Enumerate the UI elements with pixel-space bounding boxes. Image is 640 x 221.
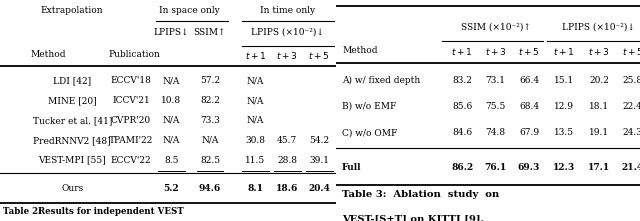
Text: $t+5$: $t+5$: [518, 46, 540, 57]
Text: 57.2: 57.2: [200, 76, 220, 85]
Text: 73.3: 73.3: [200, 116, 220, 125]
Text: N/A: N/A: [246, 96, 264, 105]
Text: 45.7: 45.7: [277, 136, 298, 145]
Text: 24.3: 24.3: [623, 128, 640, 137]
Text: 30.8: 30.8: [245, 136, 266, 145]
Text: Table 2:: Table 2:: [3, 207, 42, 216]
Text: 66.4: 66.4: [519, 76, 539, 84]
Text: N/A: N/A: [163, 116, 180, 125]
Text: 21.4: 21.4: [621, 164, 640, 172]
Text: $t+1$: $t+1$: [553, 46, 575, 57]
Text: 28.8: 28.8: [277, 156, 297, 165]
Text: SSIM (×10⁻²)↑: SSIM (×10⁻²)↑: [461, 22, 531, 31]
Text: 17.1: 17.1: [588, 164, 610, 172]
Text: 25.8: 25.8: [622, 76, 640, 84]
Text: $t+5$: $t+5$: [621, 46, 640, 57]
Text: Ours: Ours: [61, 185, 83, 193]
Text: B) w/o EMF: B) w/o EMF: [342, 102, 396, 110]
Text: 74.8: 74.8: [486, 128, 506, 137]
Text: In time only: In time only: [260, 6, 315, 15]
Text: 69.3: 69.3: [518, 164, 540, 172]
Text: 84.6: 84.6: [452, 128, 472, 137]
Text: Tucker et al. [41]: Tucker et al. [41]: [33, 116, 112, 125]
Text: 20.4: 20.4: [308, 185, 330, 193]
Text: 68.4: 68.4: [519, 102, 539, 110]
Text: Results for independent VEST: Results for independent VEST: [35, 207, 184, 216]
Text: 75.5: 75.5: [485, 102, 506, 110]
Text: Table 3:  Ablation  study  on: Table 3: Ablation study on: [342, 190, 499, 199]
Text: $t+3$: $t+3$: [485, 46, 506, 57]
Text: Extrapolation: Extrapolation: [41, 6, 104, 15]
Text: 39.1: 39.1: [309, 156, 329, 165]
Text: LDI [42]: LDI [42]: [53, 76, 92, 85]
Text: 10.8: 10.8: [161, 96, 181, 105]
Text: Method: Method: [31, 50, 67, 59]
Text: $t+3$: $t+3$: [588, 46, 610, 57]
Text: LPIPS (×10⁻²)↓: LPIPS (×10⁻²)↓: [251, 28, 324, 37]
Text: 76.1: 76.1: [484, 164, 507, 172]
Text: 83.2: 83.2: [452, 76, 472, 84]
Text: $t+3$: $t+3$: [276, 50, 298, 61]
Text: $t+1$: $t+1$: [451, 46, 473, 57]
Text: N/A: N/A: [202, 136, 219, 145]
Text: N/A: N/A: [246, 116, 264, 125]
Text: C) w/o OMF: C) w/o OMF: [342, 128, 397, 137]
Text: 11.5: 11.5: [245, 156, 266, 165]
Text: 8.1: 8.1: [248, 185, 264, 193]
Text: 12.3: 12.3: [553, 164, 575, 172]
Text: ECCV'18: ECCV'18: [111, 76, 152, 85]
Text: MINE [20]: MINE [20]: [48, 96, 97, 105]
Text: $t+5$: $t+5$: [308, 50, 330, 61]
Text: $t+1$: $t+1$: [244, 50, 266, 61]
Text: TPAMI'22: TPAMI'22: [109, 136, 153, 145]
Text: Full: Full: [342, 164, 362, 172]
Text: Method: Method: [342, 46, 378, 55]
Text: 12.9: 12.9: [554, 102, 574, 110]
Text: Publication: Publication: [108, 50, 161, 59]
Text: LPIPS↓: LPIPS↓: [154, 28, 189, 37]
Text: 18.6: 18.6: [276, 185, 298, 193]
Text: VEST-MPI [55]: VEST-MPI [55]: [38, 156, 106, 165]
Text: ICCV'21: ICCV'21: [112, 96, 150, 105]
Text: LPIPS (×10⁻²)↓: LPIPS (×10⁻²)↓: [562, 22, 635, 31]
Text: N/A: N/A: [163, 136, 180, 145]
Text: SSIM↑: SSIM↑: [194, 28, 227, 37]
Text: 18.1: 18.1: [589, 102, 609, 110]
Text: 94.6: 94.6: [199, 185, 221, 193]
Text: 67.9: 67.9: [519, 128, 539, 137]
Text: 5.2: 5.2: [163, 185, 179, 193]
Text: 13.5: 13.5: [554, 128, 574, 137]
Text: N/A: N/A: [246, 76, 264, 85]
Text: PredRNNV2 [48]: PredRNNV2 [48]: [33, 136, 111, 145]
Text: 20.2: 20.2: [589, 76, 609, 84]
Text: VEST-[S+T] on KITTI [9].: VEST-[S+T] on KITTI [9].: [342, 214, 484, 221]
Text: 82.5: 82.5: [200, 156, 220, 165]
Text: ECCV'22: ECCV'22: [111, 156, 151, 165]
Text: 54.2: 54.2: [309, 136, 329, 145]
Text: 22.4: 22.4: [623, 102, 640, 110]
Text: In space only: In space only: [159, 6, 220, 15]
Text: N/A: N/A: [163, 76, 180, 85]
Text: 73.1: 73.1: [486, 76, 506, 84]
Text: 85.6: 85.6: [452, 102, 472, 110]
Text: 8.5: 8.5: [164, 156, 179, 165]
Text: CVPR'20: CVPR'20: [111, 116, 151, 125]
Text: 19.1: 19.1: [589, 128, 609, 137]
Text: 86.2: 86.2: [451, 164, 474, 172]
Text: A) w/ fixed depth: A) w/ fixed depth: [342, 75, 420, 85]
Text: 15.1: 15.1: [554, 76, 574, 84]
Text: 82.2: 82.2: [200, 96, 220, 105]
